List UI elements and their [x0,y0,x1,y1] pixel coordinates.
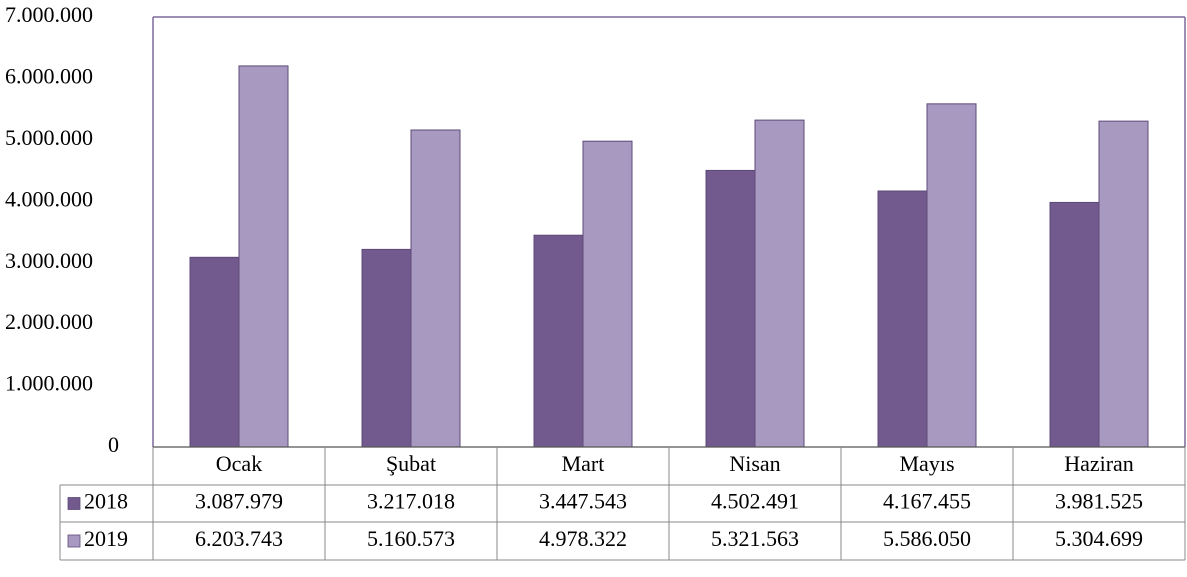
x-tick-label: Mart [562,451,605,476]
legend-key [67,497,81,510]
table-value: 5.586.050 [883,526,971,551]
bar [238,65,289,448]
y-tick-label: 5.000.000 [5,125,93,150]
bar [877,190,928,448]
y-tick-label: 2.000.000 [5,309,93,334]
bar [361,248,412,448]
bar [410,129,461,448]
table-value: 5.160.573 [367,526,455,551]
x-tick-label: Mayıs [900,451,955,476]
bar [1049,201,1100,448]
table-value: 3.981.525 [1055,489,1143,514]
bar [1098,120,1149,448]
legend-label: 2018 [84,489,128,514]
table-value: 4.978.322 [539,526,627,551]
legend-key [67,534,81,548]
table-value: 5.304.699 [1055,526,1143,551]
bar [754,119,805,448]
y-tick-label: 3.000.000 [5,248,93,273]
bar [582,140,633,448]
y-tick-label: 7.000.000 [5,2,93,27]
table-value: 3.217.018 [367,489,455,514]
bar [189,256,240,448]
table-value: 6.203.743 [195,526,283,551]
y-tick-label: 0 [108,432,119,457]
y-tick-label: 1.000.000 [5,371,93,396]
table-value: 3.447.543 [539,489,627,514]
x-tick-label: Haziran [1064,451,1134,476]
bar [705,169,756,448]
y-tick-label: 4.000.000 [5,186,93,211]
x-tick-label: Ocak [216,451,262,476]
table-value: 3.087.979 [195,489,283,514]
legend-label: 2019 [84,526,128,551]
x-tick-label: Nisan [729,451,780,476]
table-value: 5.321.563 [711,526,799,551]
table-value: 4.502.491 [711,489,799,514]
y-tick-label: 6.000.000 [5,63,93,88]
table-value: 4.167.455 [883,489,971,514]
bar [926,103,977,448]
x-tick-label: Şubat [386,451,436,476]
bar [533,234,584,448]
